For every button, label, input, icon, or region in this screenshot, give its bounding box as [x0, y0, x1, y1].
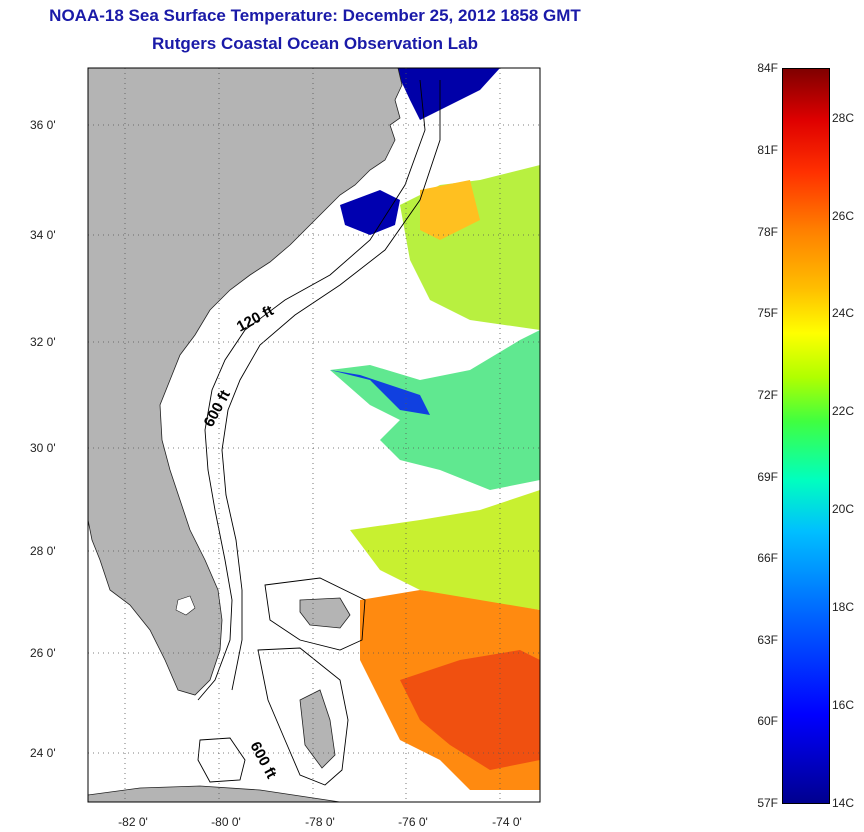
land-cuba	[88, 785, 341, 802]
colorbar-c-label: 22C	[832, 404, 855, 418]
colorbar-f-label: 57F	[757, 796, 778, 810]
sst-patch-cold-sound	[340, 190, 400, 235]
colorbar-c-label: 28C	[832, 111, 855, 125]
lat-tick-label: 24 0'	[30, 746, 56, 760]
lake-okeechobee	[175, 595, 196, 616]
lon-tick-label: -76 0'	[398, 815, 428, 829]
sst-data-layer	[330, 68, 540, 790]
lon-tick-label: -80 0'	[211, 815, 241, 829]
colorbar-f-label: 60F	[757, 714, 778, 728]
colorbar-f-label: 84F	[757, 61, 778, 75]
colorbar-c-label: 24C	[832, 306, 855, 320]
lat-tick-label: 34 0'	[30, 228, 56, 242]
sst-patch-cyan-mid	[330, 330, 540, 490]
lat-tick-label: 30 0'	[30, 441, 56, 455]
sst-patch-cold-north	[395, 68, 500, 120]
map-title: NOAA-18 Sea Surface Temperature: Decembe…	[49, 6, 581, 25]
sst-patch-orange-north	[420, 180, 480, 240]
land-bahamas-north	[299, 597, 351, 629]
colorbar-c-label: 18C	[832, 600, 855, 614]
land-mainland	[88, 68, 403, 696]
colorbar-f-label: 72F	[757, 388, 778, 402]
colorbar-c-label: 16C	[832, 698, 855, 712]
colorbar-f-label: 66F	[757, 551, 778, 565]
sst-patch-yellow-mid	[350, 490, 540, 610]
lon-tick-label: -74 0'	[492, 815, 522, 829]
lon-tick-label: -78 0'	[305, 815, 335, 829]
colorbar-c-label: 20C	[832, 502, 855, 516]
colorbar-c-label: 26C	[832, 209, 855, 223]
temperature-colorbar	[782, 68, 830, 804]
contour-120ft	[197, 79, 426, 701]
colorbar-f-label: 63F	[757, 633, 778, 647]
lon-tick-label: -82 0'	[118, 815, 148, 829]
colorbar-c-label: 14C	[832, 796, 855, 810]
contour-600ft	[221, 80, 441, 691]
colorbar-f-label: 75F	[757, 306, 778, 320]
lat-tick-label: 28 0'	[30, 544, 56, 558]
sst-patch-red-south	[400, 650, 540, 770]
sst-patch-blue-mid	[330, 370, 430, 415]
lat-tick-label: 26 0'	[30, 646, 56, 660]
land-bahamas-andros	[299, 689, 336, 769]
colorbar-f-label: 78F	[757, 225, 778, 239]
lat-tick-label: 32 0'	[30, 335, 56, 349]
map-grid	[88, 68, 540, 802]
lat-tick-label: 36 0'	[30, 118, 56, 132]
contour-bahamas-bank	[197, 577, 366, 786]
colorbar-f-label: 81F	[757, 143, 778, 157]
map-frame	[87, 67, 541, 803]
map-subtitle: Rutgers Coastal Ocean Observation Lab	[152, 34, 478, 53]
colorbar-f-label: 69F	[757, 470, 778, 484]
